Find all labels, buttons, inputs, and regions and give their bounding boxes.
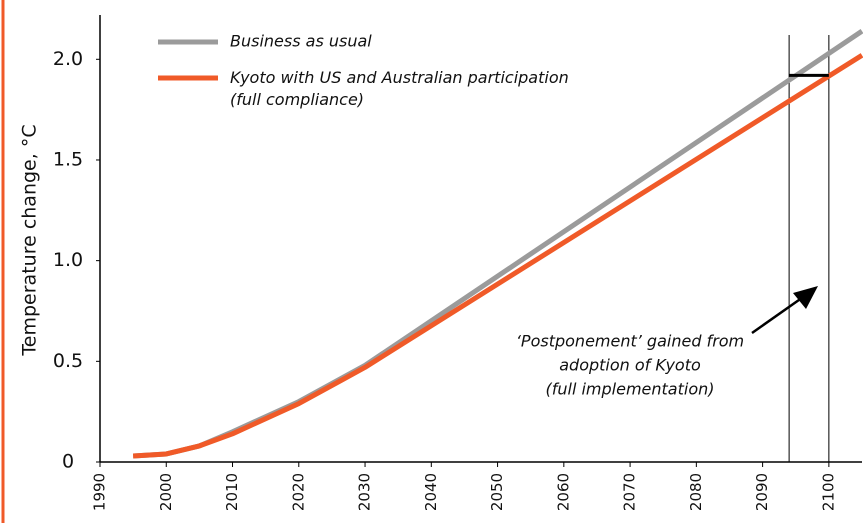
x-tick-label: 2060 [554,473,572,511]
x-tick-label: 2080 [687,473,705,511]
y-axis-label: Temperature change, °C [19,124,41,356]
annotation: ‘Postponement’ gained from [516,332,744,351]
y-tick-label: 1.0 [53,249,83,271]
annotation-arrowhead [793,286,818,309]
annotation: adoption of Kyoto [559,356,701,375]
x-tick-label: 2030 [356,473,374,511]
legend-label: Kyoto with US and Australian participati… [230,68,569,109]
y-tick-label: 2.0 [53,48,83,70]
x-tick-label: 2040 [422,473,440,511]
x-tick-label: 2070 [621,473,639,511]
x-tick-label: 2100 [819,473,837,511]
annotation-arrow [751,293,807,335]
y-tick-label: 0 [62,451,74,473]
x-tick-label: 2050 [488,473,506,511]
annotation: (full implementation) [545,380,714,399]
x-tick-label: 2000 [157,473,175,511]
y-tick-label: 0.5 [53,350,83,372]
series-line [132,53,863,459]
x-tick-label: 1990 [91,473,109,511]
x-tick-label: 2090 [753,473,771,511]
y-tick-label: 1.5 [53,148,83,170]
legend-label: Business as usual [230,32,372,51]
x-tick-label: 2010 [223,473,241,511]
x-tick-label: 2020 [289,473,307,511]
